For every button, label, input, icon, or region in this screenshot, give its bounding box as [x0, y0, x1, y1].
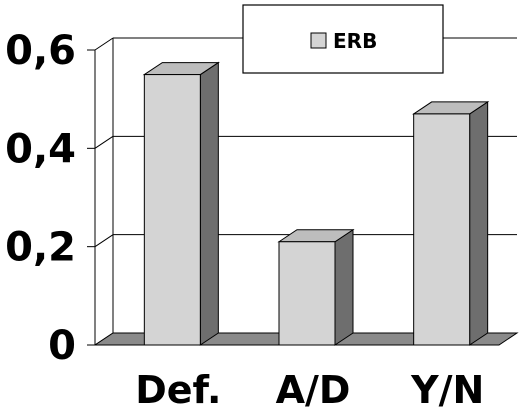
- x-tick-label: Y/N: [410, 368, 484, 412]
- y-tick-label: 0,2: [5, 225, 76, 271]
- legend-box: [242, 4, 444, 74]
- x-axis-labels: Def. A/D Y/N: [135, 368, 484, 412]
- bar-front: [278, 241, 336, 346]
- bar-def: [142, 61, 220, 346]
- gridline-side: [94, 135, 114, 149]
- y-tick-label: 0,6: [5, 28, 76, 74]
- bar-front: [413, 113, 471, 346]
- bar-ad: [277, 228, 355, 346]
- bar-front: [143, 74, 201, 346]
- legend-label-erb: ERB: [333, 29, 377, 53]
- gridline-side: [94, 37, 114, 51]
- bar-side: [334, 228, 354, 346]
- legend-swatch-erb: [310, 32, 327, 49]
- x-tick-label: Def.: [135, 368, 221, 412]
- bar-yn: [412, 100, 490, 346]
- bar-side: [199, 61, 219, 346]
- legend: ERB: [242, 4, 444, 74]
- y-axis-ticks: 0 0,2 0,4 0,6: [5, 28, 76, 369]
- x-tick-label: A/D: [276, 368, 351, 412]
- y-tick-label: 0: [48, 323, 76, 369]
- bars: [142, 61, 490, 346]
- gridline-side: [94, 234, 114, 248]
- y-tick-label: 0,4: [5, 126, 76, 172]
- bar-side: [469, 100, 489, 346]
